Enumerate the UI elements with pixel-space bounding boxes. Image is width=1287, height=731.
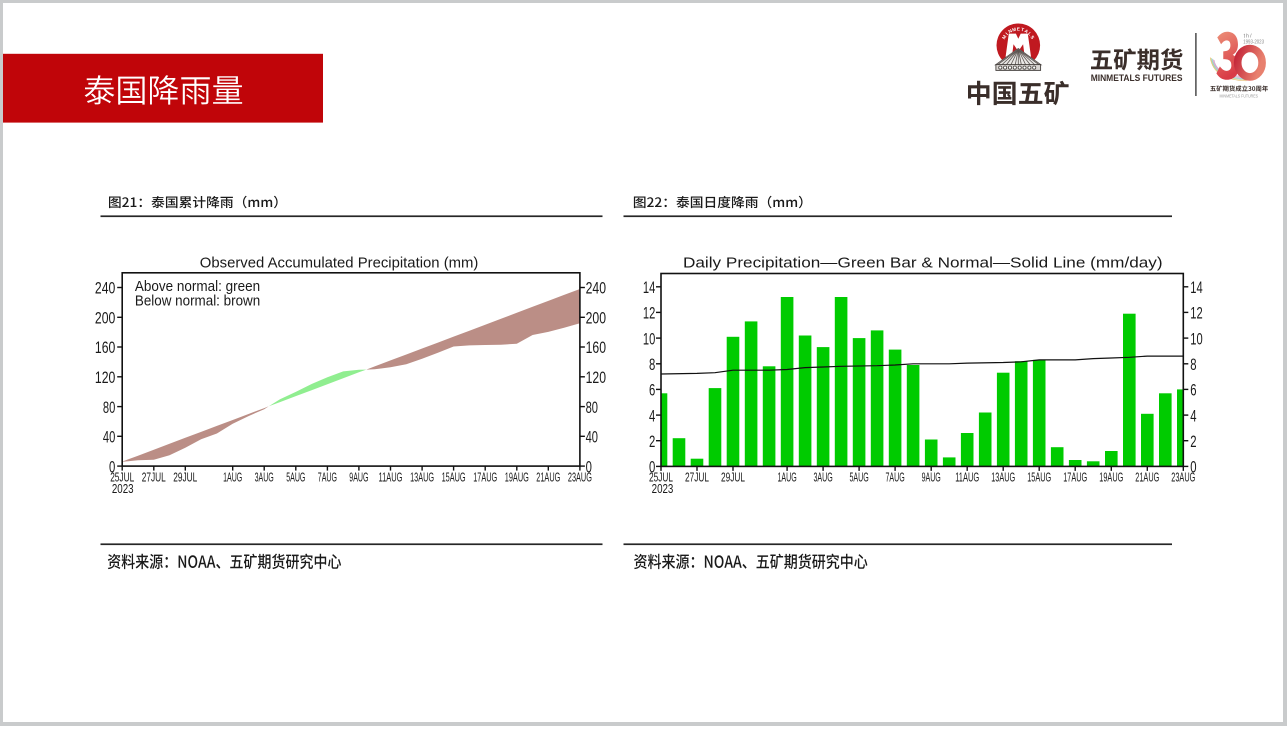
svg-text:17AUG: 17AUG xyxy=(473,469,497,484)
svg-text:21AUG: 21AUG xyxy=(1135,469,1159,484)
svg-text:25JUL: 25JUL xyxy=(110,469,134,484)
svg-text:14: 14 xyxy=(1190,278,1202,297)
svg-text:11AUG: 11AUG xyxy=(955,469,979,484)
svg-text:12: 12 xyxy=(1190,304,1202,323)
svg-text:7AUG: 7AUG xyxy=(318,469,337,484)
svg-text:27JUL: 27JUL xyxy=(685,469,709,484)
svg-text:2023: 2023 xyxy=(652,481,674,496)
svg-text:160: 160 xyxy=(586,338,606,357)
svg-text:80: 80 xyxy=(586,398,598,417)
svg-text:0: 0 xyxy=(1190,458,1196,477)
svg-text:25JUL: 25JUL xyxy=(649,469,673,484)
svg-text:10: 10 xyxy=(1190,329,1202,348)
svg-text:4: 4 xyxy=(1190,406,1196,425)
svg-text:MINMETALS FUTURES: MINMETALS FUTURES xyxy=(1091,73,1183,84)
svg-text:6: 6 xyxy=(1190,381,1196,400)
svg-text:L: L xyxy=(1027,31,1033,37)
svg-text:40: 40 xyxy=(103,428,115,447)
svg-text:200: 200 xyxy=(95,309,115,328)
svg-text:2: 2 xyxy=(1190,432,1196,451)
svg-text:120: 120 xyxy=(586,368,606,387)
svg-text:120: 120 xyxy=(95,368,115,387)
svg-text:15AUG: 15AUG xyxy=(1027,469,1051,484)
svg-text:27JUL: 27JUL xyxy=(142,469,166,484)
svg-text:0: 0 xyxy=(109,457,115,476)
svg-text:3AUG: 3AUG xyxy=(255,469,274,484)
svg-text:13AUG: 13AUG xyxy=(410,469,434,484)
svg-text:0: 0 xyxy=(586,457,592,476)
svg-text:80: 80 xyxy=(103,398,115,417)
svg-text:S: S xyxy=(1029,35,1035,40)
svg-text:th/: th/ xyxy=(1244,34,1253,40)
svg-text:23AUG: 23AUG xyxy=(1171,469,1195,484)
svg-text:14: 14 xyxy=(643,278,655,297)
svg-text:I: I xyxy=(1005,32,1009,36)
svg-text:5AUG: 5AUG xyxy=(286,469,305,484)
svg-text:19AUG: 19AUG xyxy=(1099,469,1123,484)
svg-text:5AUG: 5AUG xyxy=(850,469,869,484)
svg-text:12: 12 xyxy=(643,304,655,323)
svg-text:2: 2 xyxy=(649,432,655,451)
svg-text:9AUG: 9AUG xyxy=(922,469,941,484)
svg-text:1993-2023: 1993-2023 xyxy=(1243,40,1264,46)
svg-text:M: M xyxy=(1001,34,1007,40)
svg-text:21AUG: 21AUG xyxy=(536,469,560,484)
svg-text:N: N xyxy=(1007,28,1013,34)
svg-text:M: M xyxy=(1012,27,1017,33)
svg-text:8: 8 xyxy=(1190,355,1196,374)
svg-text:1AUG: 1AUG xyxy=(778,469,797,484)
svg-text:19AUG: 19AUG xyxy=(505,469,529,484)
svg-text:7AUG: 7AUG xyxy=(886,469,905,484)
svg-text:3AUG: 3AUG xyxy=(814,469,833,484)
svg-text:Above normal: green: Above normal: green xyxy=(135,279,260,295)
svg-text:A: A xyxy=(1024,28,1030,34)
svg-text:8: 8 xyxy=(649,355,655,374)
svg-text:15AUG: 15AUG xyxy=(442,469,466,484)
svg-text:23AUG: 23AUG xyxy=(568,469,592,484)
svg-text:17AUG: 17AUG xyxy=(1063,469,1087,484)
svg-text:29JUL: 29JUL xyxy=(721,469,745,484)
svg-text:9AUG: 9AUG xyxy=(349,469,368,484)
svg-text:160: 160 xyxy=(95,338,115,357)
svg-text:200: 200 xyxy=(586,309,606,328)
svg-text:Daily Precipitation—Green Bar: Daily Precipitation—Green Bar & Normal—S… xyxy=(683,254,1163,271)
svg-text:2023: 2023 xyxy=(112,481,134,496)
svg-text:40: 40 xyxy=(586,428,598,447)
svg-text:11AUG: 11AUG xyxy=(379,469,403,484)
svg-text:6: 6 xyxy=(649,381,655,400)
svg-text:240: 240 xyxy=(586,279,606,298)
svg-text:1AUG: 1AUG xyxy=(223,469,242,484)
svg-text:E: E xyxy=(1017,27,1020,32)
svg-text:29JUL: 29JUL xyxy=(173,469,197,484)
svg-text:MINMETALS FUTURES: MINMETALS FUTURES xyxy=(1220,93,1259,98)
svg-text:13AUG: 13AUG xyxy=(991,469,1015,484)
svg-text:T: T xyxy=(1020,27,1024,33)
svg-text:0: 0 xyxy=(649,458,655,477)
svg-text:Observed Accumulated Precipita: Observed Accumulated Precipitation (mm) xyxy=(200,254,479,271)
svg-text:240: 240 xyxy=(95,279,115,298)
svg-text:Below normal: brown: Below normal: brown xyxy=(135,293,260,309)
svg-text:4: 4 xyxy=(649,406,655,425)
svg-text:10: 10 xyxy=(643,329,655,348)
